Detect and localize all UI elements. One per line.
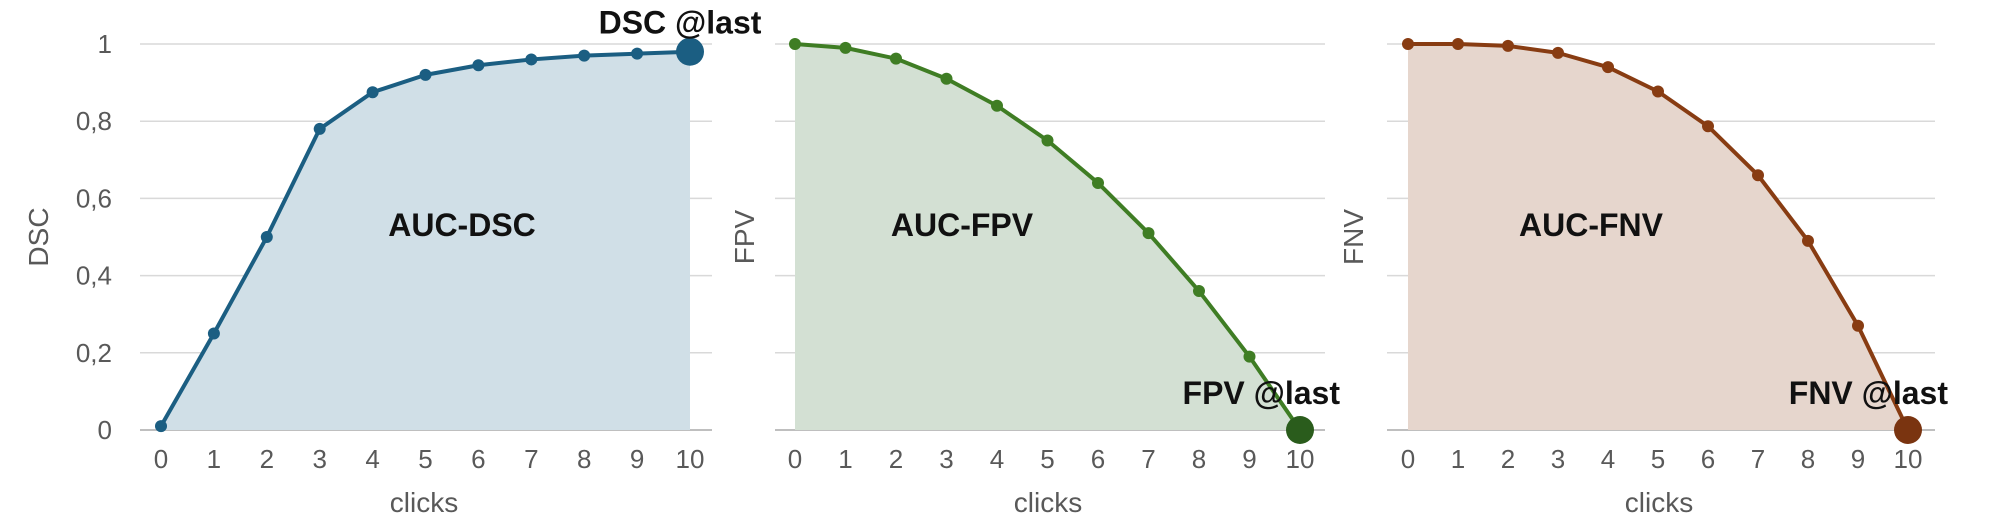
x-tick-label: 0 xyxy=(154,444,168,474)
data-point xyxy=(1142,227,1155,240)
data-point xyxy=(1041,134,1054,147)
x-tick-label: 7 xyxy=(1141,444,1155,474)
data-point xyxy=(366,86,379,99)
data-point xyxy=(631,47,644,60)
area-label: AUC-FNV xyxy=(1519,207,1664,243)
x-tick-label: 4 xyxy=(1601,444,1615,474)
data-point xyxy=(1552,46,1564,59)
x-tick-label: 5 xyxy=(418,444,432,474)
x-tick-label: 4 xyxy=(365,444,379,474)
x-tick-label: 9 xyxy=(630,444,644,474)
x-tick-label: 5 xyxy=(1651,444,1665,474)
last-value-label: FNV @last xyxy=(1789,375,1949,411)
data-point xyxy=(1092,176,1104,189)
x-tick-label: 3 xyxy=(312,444,326,474)
x-tick-label: 7 xyxy=(524,444,538,474)
x-tick-label: 3 xyxy=(939,444,953,474)
data-point xyxy=(260,231,273,243)
x-tick-label: 0 xyxy=(1401,444,1415,474)
y-axis-label: DSC xyxy=(23,207,54,266)
x-axis-label: clicks xyxy=(390,487,458,518)
data-point xyxy=(1193,285,1205,298)
y-axis-label: FPV xyxy=(729,209,760,264)
x-tick-label: 6 xyxy=(1701,444,1715,474)
x-tick-label: 10 xyxy=(1286,444,1315,474)
data-point xyxy=(207,327,220,340)
chart-panel-fnv: 0 1 2 3 4 5 6 7 8 9 10 clicks FNV AUC-FNV FNV @last xyxy=(1338,38,1948,518)
area-fill xyxy=(1408,44,1908,430)
data-point xyxy=(839,41,852,54)
data-point xyxy=(1702,120,1714,133)
area-fill xyxy=(161,51,690,430)
area-fill xyxy=(795,44,1300,430)
data-point xyxy=(578,49,591,62)
data-point xyxy=(789,38,801,50)
data-point xyxy=(419,68,432,81)
data-point xyxy=(1243,350,1256,363)
data-point xyxy=(890,52,902,65)
x-tick-label: 5 xyxy=(1040,444,1054,474)
data-point xyxy=(155,420,167,433)
data-point xyxy=(1652,85,1664,98)
x-tick-label: 4 xyxy=(990,444,1004,474)
y-tick-label: 0 xyxy=(98,415,112,445)
x-axis-label: clicks xyxy=(1625,487,1693,518)
x-tick-label: 2 xyxy=(1501,444,1515,474)
data-point xyxy=(1402,38,1414,50)
x-tick-label: 8 xyxy=(577,444,591,474)
data-point xyxy=(472,59,485,72)
last-value-label: FPV @last xyxy=(1183,375,1341,411)
last-point-marker xyxy=(676,37,704,66)
x-tick-label: 0 xyxy=(788,444,802,474)
data-point xyxy=(940,72,953,85)
x-tick-label: 6 xyxy=(471,444,485,474)
y-tick-label: 1 xyxy=(98,29,112,59)
x-tick-label: 9 xyxy=(1851,444,1865,474)
x-tick-label: 1 xyxy=(1451,444,1465,474)
x-tick-label: 3 xyxy=(1551,444,1565,474)
data-point xyxy=(525,53,538,66)
x-axis-label: clicks xyxy=(1014,487,1082,518)
data-point xyxy=(313,122,326,135)
y-tick-label: 0,2 xyxy=(76,338,112,368)
x-tick-label: 8 xyxy=(1192,444,1206,474)
x-tick-label: 7 xyxy=(1751,444,1765,474)
data-point xyxy=(1452,38,1464,50)
y-tick-label: 0,8 xyxy=(76,106,112,136)
x-tick-label: 1 xyxy=(838,444,852,474)
data-point xyxy=(1752,169,1764,182)
x-tick-label: 2 xyxy=(260,444,274,474)
x-tick-label: 10 xyxy=(1894,444,1923,474)
y-tick-label: 0,6 xyxy=(76,183,112,213)
x-tick-label: 8 xyxy=(1801,444,1815,474)
data-point xyxy=(1502,39,1514,52)
last-value-label: DSC @last xyxy=(599,5,762,41)
x-tick-label: 6 xyxy=(1091,444,1105,474)
x-tick-label: 1 xyxy=(207,444,221,474)
data-point xyxy=(991,99,1003,112)
x-tick-label: 10 xyxy=(676,444,705,474)
last-point-marker xyxy=(1894,416,1922,444)
last-point-marker xyxy=(1286,416,1314,444)
data-point xyxy=(1852,319,1864,332)
area-label: AUC-DSC xyxy=(388,207,536,243)
chart-panel-fpv: 0 1 2 3 4 5 6 7 8 9 10 clicks FPV AUC-FPV FPV @last xyxy=(729,38,1340,518)
x-tick-label: 2 xyxy=(889,444,903,474)
data-point xyxy=(1802,234,1814,247)
data-point xyxy=(1602,61,1614,74)
x-tick-label: 9 xyxy=(1242,444,1256,474)
y-tick-label: 0,4 xyxy=(76,261,112,291)
area-label: AUC-FPV xyxy=(891,207,1034,243)
y-axis-label: FNV xyxy=(1338,209,1369,265)
